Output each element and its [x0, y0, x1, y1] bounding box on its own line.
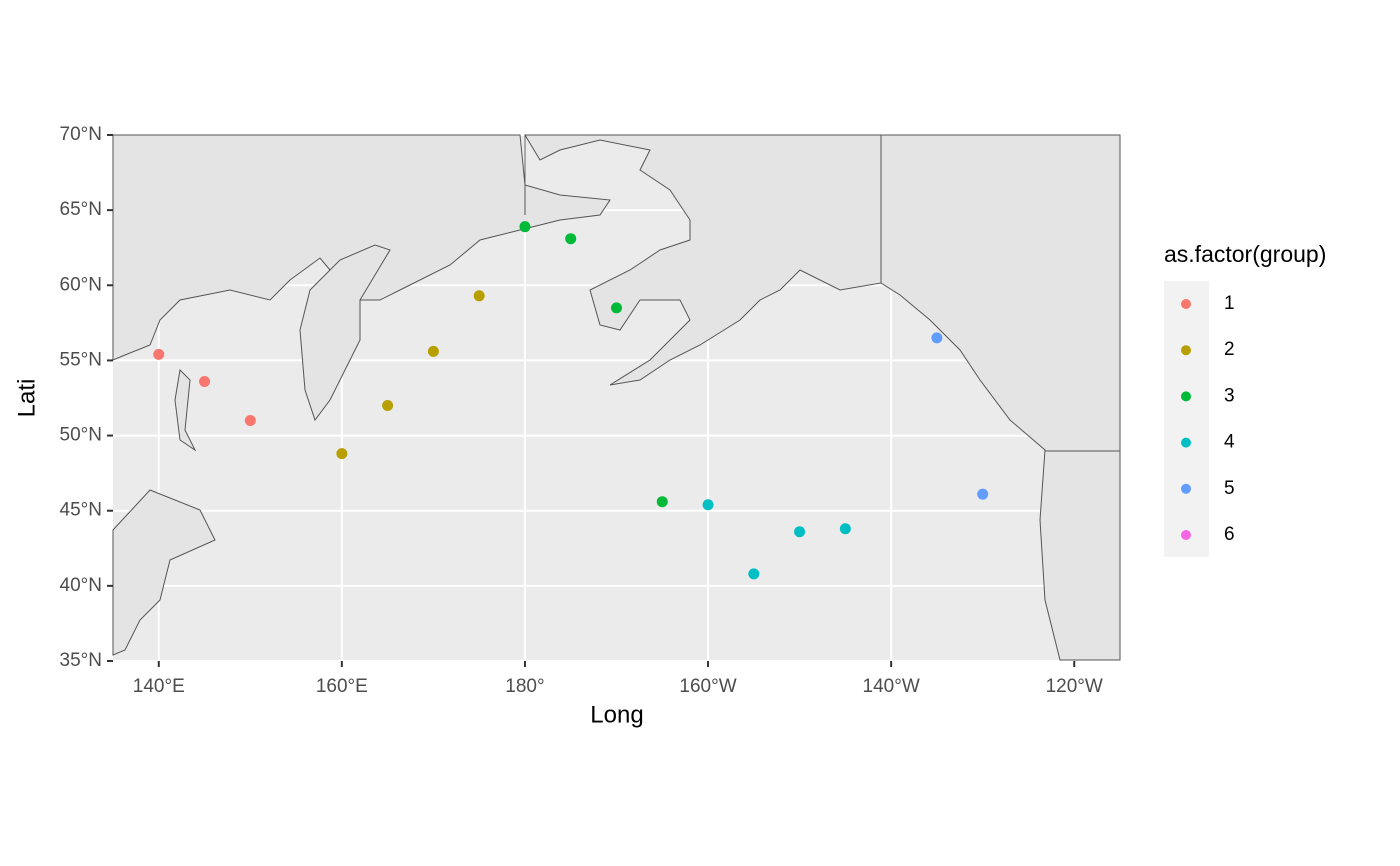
legend-key	[1181, 299, 1191, 309]
y-tick-label: 45°N	[60, 500, 102, 521]
point	[931, 332, 943, 344]
y-tick-label: 70°N	[60, 124, 102, 145]
point	[336, 448, 348, 460]
legend-label: 3	[1224, 385, 1235, 406]
legend-keys	[1164, 281, 1209, 557]
point	[748, 568, 760, 580]
kamchatka	[299, 244, 391, 422]
point	[153, 348, 165, 360]
x-tick-label: 120°W	[1046, 676, 1103, 697]
x-tick-label: 140°W	[863, 676, 920, 697]
y-axis-title: Lati	[13, 379, 40, 418]
point	[382, 400, 394, 412]
point	[199, 375, 211, 387]
point	[565, 233, 577, 245]
alaska	[524, 134, 882, 386]
point	[427, 345, 439, 357]
legend-key	[1181, 391, 1191, 402]
legend-key	[1181, 530, 1191, 540]
legend-label: 1	[1224, 293, 1235, 314]
legend-label: 2	[1224, 339, 1235, 360]
legend-title: as.factor(group)	[1164, 241, 1326, 267]
legend-label: 4	[1224, 432, 1235, 453]
point	[611, 302, 622, 314]
legend-label: 6	[1224, 524, 1235, 545]
legend-key	[1181, 483, 1191, 494]
legend-key	[1181, 345, 1191, 356]
x-axis-title: Long	[590, 701, 643, 728]
borders	[524, 135, 1120, 452]
japan	[112, 489, 216, 656]
asia	[112, 134, 611, 361]
x-tick-label: 180°	[505, 676, 544, 697]
x-tick-label: 140°E	[133, 676, 185, 697]
y-tick-label: 40°N	[60, 575, 102, 596]
y-tick-label: 35°N	[60, 650, 102, 671]
y-tick-label: 60°N	[60, 274, 102, 295]
point	[702, 499, 714, 511]
x-tick-label: 160°E	[316, 676, 368, 697]
y-tick-label: 50°N	[60, 425, 102, 446]
legend-key	[1181, 437, 1191, 448]
y-tick-label: 65°N	[60, 199, 102, 220]
point	[473, 290, 485, 302]
point	[794, 526, 806, 538]
point	[244, 415, 256, 427]
x-tick-label: 160°W	[679, 676, 736, 697]
legend-label: 5	[1224, 478, 1235, 499]
land	[112, 134, 1121, 661]
point	[977, 488, 989, 500]
point	[656, 496, 668, 508]
point	[519, 221, 531, 233]
sakhalin	[174, 368, 197, 452]
y-tick-label: 55°N	[60, 349, 102, 370]
north-america	[880, 134, 1121, 661]
point	[839, 523, 851, 535]
